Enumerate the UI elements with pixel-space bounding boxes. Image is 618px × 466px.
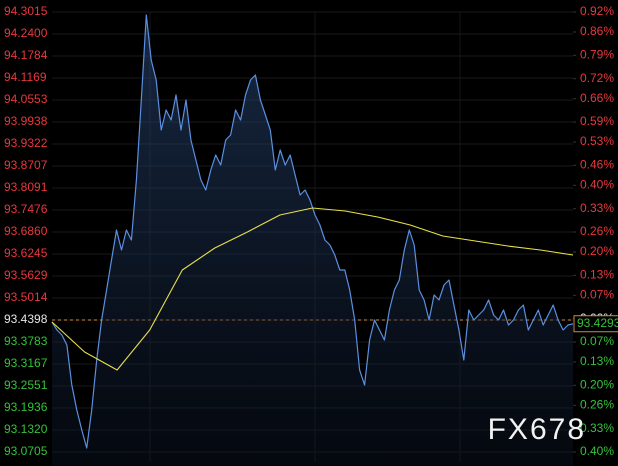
y2-tick-label: 0.13% [580, 354, 614, 368]
y-tick-label: 93.1320 [4, 422, 48, 436]
average-line [51, 207, 574, 371]
y-tick-label: 93.5629 [4, 268, 48, 282]
y2-tick-label: 0.26% [580, 398, 614, 412]
y2-tick-label: 0.66% [580, 91, 614, 105]
y-tick-label: 93.3167 [4, 356, 48, 370]
y2-tick-label: 0.92% [580, 4, 614, 18]
y2-tick-label: 0.20% [580, 378, 614, 392]
y2-tick-label: 0.53% [580, 134, 614, 148]
y-tick-label: 93.5014 [4, 290, 48, 304]
y-tick-label: 94.1169 [4, 70, 47, 84]
y-tick-label: 93.0705 [4, 444, 48, 458]
y-tick-label: 94.2400 [4, 26, 48, 40]
y2-tick-label: 0.79% [580, 48, 614, 62]
y2-tick-label: 0.13% [580, 268, 614, 282]
y2-tick-label: 0.33% [580, 421, 614, 435]
y-tick-label: 93.6245 [4, 246, 48, 260]
y-tick-label: 94.1784 [4, 48, 48, 62]
y-tick-label: 93.1936 [4, 400, 48, 414]
y2-tick-label: 0.33% [580, 201, 614, 215]
last-price-box [573, 315, 618, 333]
y-tick-label: 94.3015 [4, 4, 48, 18]
axes: 94.3015 94.2400 94.1784 94.1169 94.0553 93.99… [4, 4, 618, 458]
y2-tick-label: 0.07% [580, 288, 614, 302]
y-tick-label: 93.6860 [4, 224, 48, 238]
y-tick-label: 93.9938 [4, 114, 48, 128]
last-price-label: 93.4293 [577, 316, 618, 330]
price-area [52, 15, 573, 466]
watermark: FX678 [488, 413, 586, 446]
y2-tick-label: 0.46% [580, 158, 614, 172]
y-tick-label: 93.8091 [4, 180, 48, 194]
y2-tick-label: 0.07% [580, 334, 614, 348]
y-tick-label: 93.2551 [4, 378, 48, 392]
y-tick-label: 93.9322 [4, 136, 48, 150]
y2-tick-label: 0.20% [580, 244, 614, 258]
y2-tick-label: 0.59% [580, 114, 614, 128]
y-tick-label: 94.0553 [4, 92, 48, 106]
y2-tick-label: 0.86% [580, 24, 614, 38]
y2-tick-label: 0.40% [580, 444, 614, 458]
y-tick-label: 93.4398 [4, 312, 48, 326]
y2-tick-label: 0.26% [580, 224, 614, 238]
y-tick-label: 93.7476 [4, 202, 48, 216]
y-tick-label: 93.8707 [4, 158, 48, 172]
y2-tick-label: 0.40% [580, 178, 614, 192]
y2-tick-label: 0.72% [580, 71, 614, 85]
y-tick-label: 93.3783 [4, 334, 48, 348]
plot [51, 14, 574, 466]
